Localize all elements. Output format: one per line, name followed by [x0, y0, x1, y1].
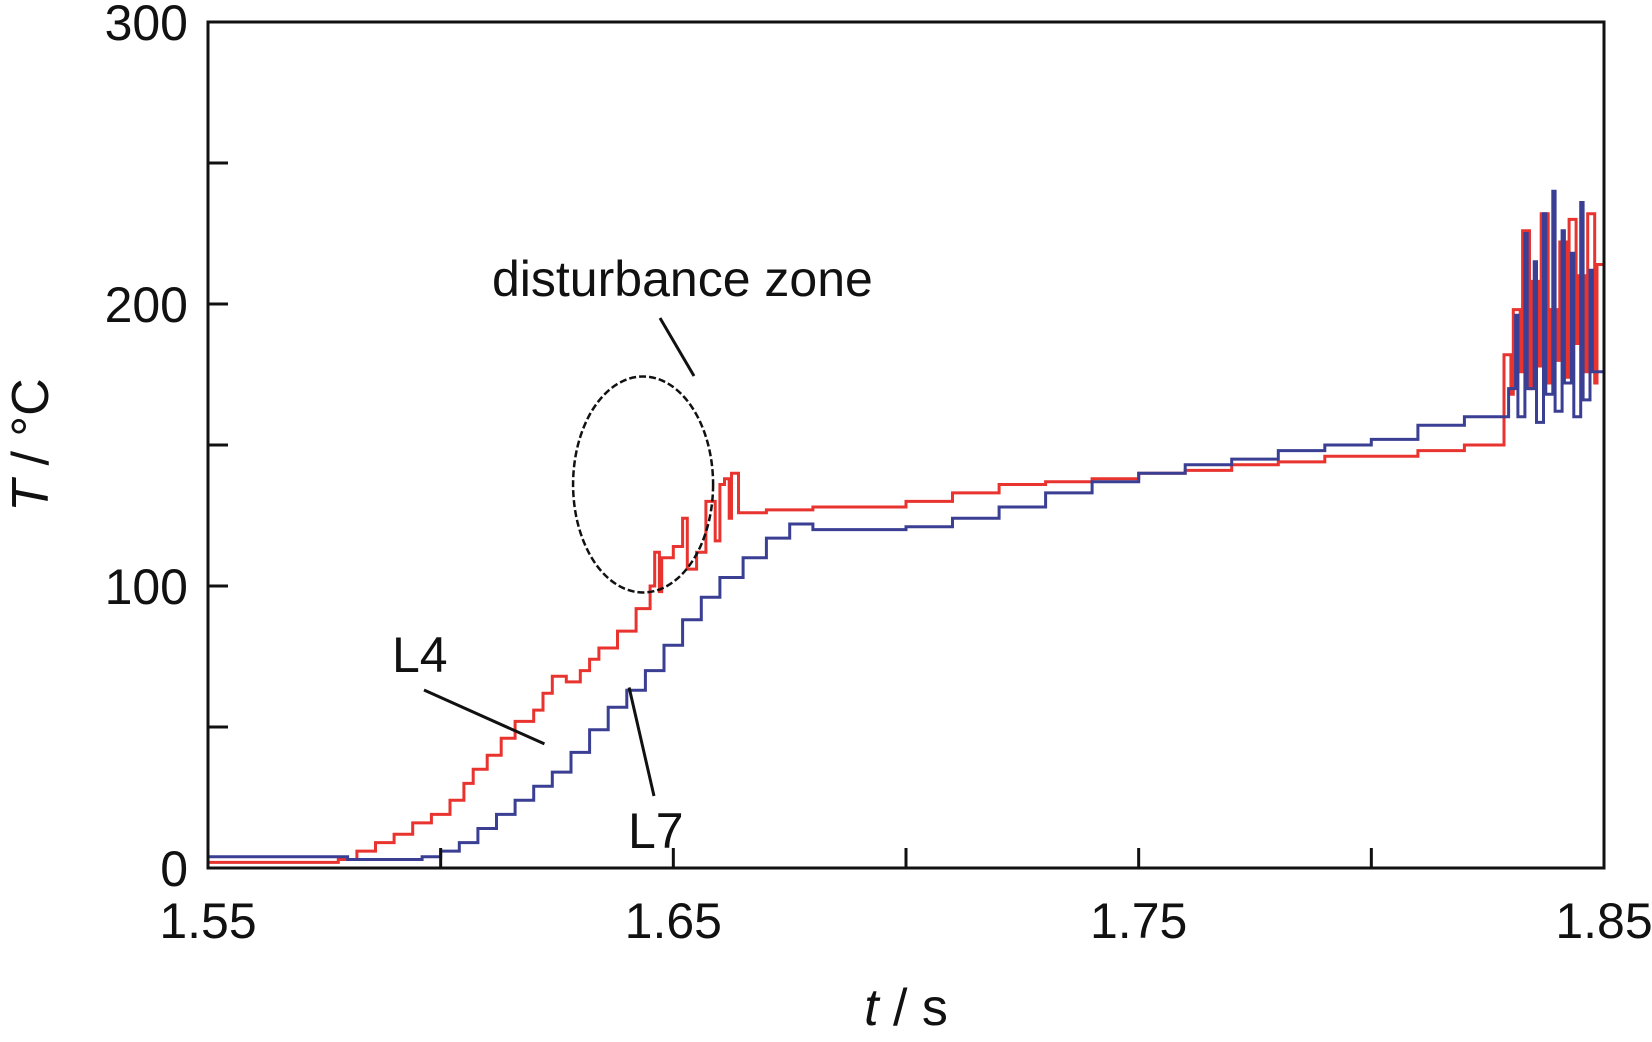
series-line-l4 [208, 212, 1606, 864]
y-axis-unit: / °C [2, 378, 60, 480]
y-tick-label: 300 [105, 0, 188, 51]
x-axis-variable: t [864, 979, 881, 1037]
x-tick-label: 1.75 [1090, 893, 1187, 949]
l4-series-label: L4 [392, 627, 448, 683]
tick-layer: 1.55 1.65 1.75 1.85 0 100 200 300 [105, 0, 1652, 949]
l7-leader-line [627, 687, 656, 797]
y-tick-label: 0 [160, 841, 188, 897]
series-line-l7 [208, 189, 1606, 861]
plot-frame [206, 20, 1606, 870]
y-tick-label: 200 [105, 277, 188, 333]
disturbance-zone-label: disturbance zone [492, 251, 873, 307]
x-tick-label: 1.55 [159, 893, 256, 949]
y-tick-label: 100 [105, 559, 188, 615]
annotation-layer: disturbance zone L4 L7 [392, 251, 873, 859]
x-axis-unit: / s [879, 979, 948, 1037]
disturbance-zone-ellipse [571, 375, 715, 594]
disturbance-zone-leader-line [658, 317, 696, 377]
x-axis-label: t / s [864, 979, 948, 1037]
l4-leader-line [423, 688, 546, 746]
y-axis-variable: T [2, 477, 60, 512]
y-axis-label: T / °C [2, 378, 60, 511]
series-layer [208, 189, 1606, 864]
x-tick-label: 1.65 [625, 893, 722, 949]
x-tick-label: 1.85 [1555, 893, 1652, 949]
l7-series-label: L7 [628, 803, 684, 859]
